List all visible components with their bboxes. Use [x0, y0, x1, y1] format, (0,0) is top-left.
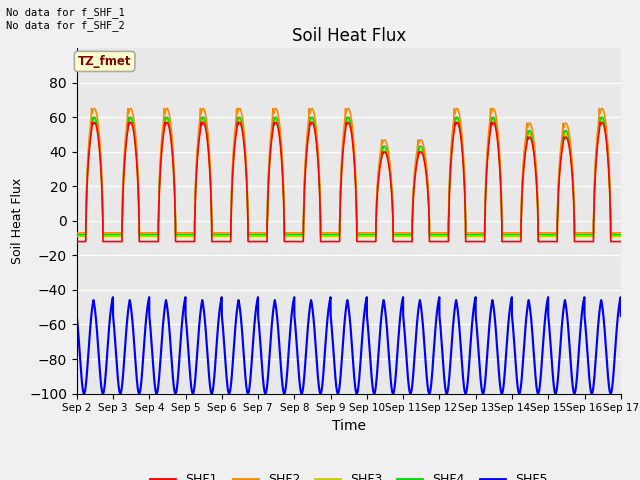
- SHF3: [450, 126, 458, 132]
- SHF3: [255, 233, 263, 239]
- SHF5: [99, 391, 107, 396]
- SHF2: [139, 230, 147, 236]
- SHF1: [131, 135, 138, 141]
- SHF2: [73, 230, 81, 236]
- SHF3: [131, 132, 138, 138]
- SHF3: [617, 233, 625, 239]
- SHF4: [255, 232, 263, 238]
- SHF3: [91, 116, 99, 122]
- SHF5: [139, 362, 147, 368]
- SHF5: [617, 313, 625, 319]
- SHF5: [109, 294, 116, 300]
- SHF2: [617, 230, 625, 236]
- SHF5: [131, 348, 139, 354]
- SHF4: [450, 123, 458, 129]
- Legend: SHF1, SHF2, SHF3, SHF4, SHF5: SHF1, SHF2, SHF3, SHF4, SHF5: [145, 468, 552, 480]
- Line: SHF3: SHF3: [77, 119, 621, 236]
- SHF5: [256, 330, 264, 336]
- SHF3: [139, 233, 147, 239]
- SHF4: [73, 232, 81, 238]
- Line: SHF5: SHF5: [77, 297, 621, 394]
- SHF1: [335, 239, 343, 244]
- X-axis label: Time: Time: [332, 419, 366, 433]
- SHF2: [91, 106, 99, 111]
- SHF3: [73, 233, 81, 239]
- Line: SHF2: SHF2: [77, 108, 621, 233]
- Line: SHF1: SHF1: [77, 122, 621, 241]
- SHF1: [255, 239, 263, 244]
- SHF4: [493, 131, 501, 137]
- SHF4: [139, 232, 147, 238]
- Title: Soil Heat Flux: Soil Heat Flux: [292, 27, 406, 45]
- SHF4: [131, 129, 138, 135]
- SHF5: [450, 312, 458, 318]
- SHF1: [91, 120, 99, 125]
- SHF2: [131, 122, 138, 128]
- SHF3: [335, 233, 343, 239]
- SHF5: [73, 313, 81, 319]
- Line: SHF4: SHF4: [77, 117, 621, 235]
- SHF2: [255, 230, 263, 236]
- Text: No data for f_SHF_1
No data for f_SHF_2: No data for f_SHF_1 No data for f_SHF_2: [6, 7, 125, 31]
- Text: TZ_fmet: TZ_fmet: [78, 55, 131, 68]
- SHF1: [493, 137, 501, 143]
- SHF4: [617, 232, 625, 238]
- SHF4: [335, 232, 343, 238]
- SHF5: [493, 350, 501, 356]
- SHF4: [233, 114, 241, 120]
- SHF5: [335, 384, 343, 390]
- SHF3: [493, 133, 501, 139]
- SHF2: [450, 109, 458, 115]
- SHF1: [450, 129, 458, 135]
- SHF1: [139, 239, 147, 244]
- SHF1: [73, 239, 81, 244]
- SHF2: [335, 230, 343, 236]
- SHF2: [493, 123, 501, 129]
- Y-axis label: Soil Heat Flux: Soil Heat Flux: [10, 178, 24, 264]
- SHF1: [617, 239, 625, 244]
